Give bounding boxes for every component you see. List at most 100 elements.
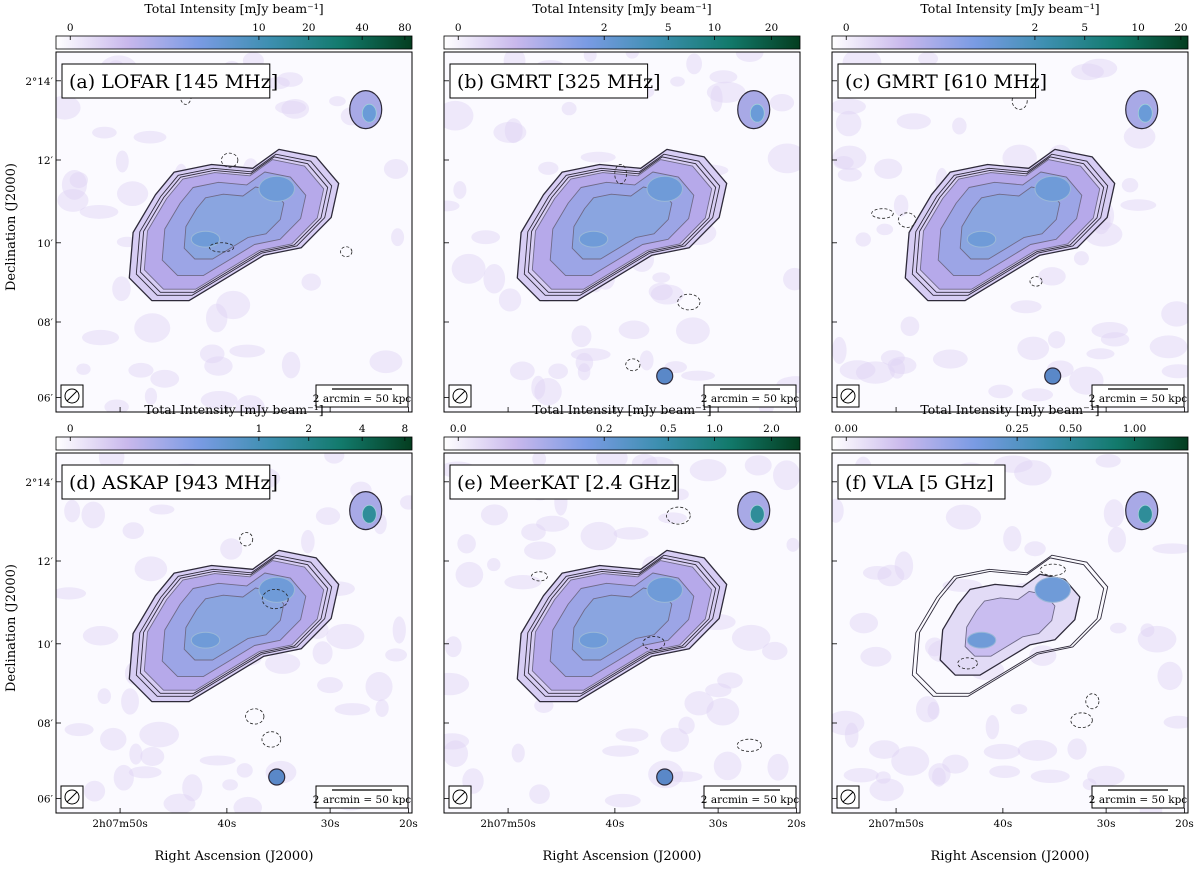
noise-blob	[855, 232, 871, 247]
colorbar-title: Total Intensity [mJy beam⁻¹]	[532, 1, 711, 16]
negative-contour	[736, 738, 762, 752]
scale-bar-label: 2 arcmin = 50 kpc	[313, 794, 412, 806]
negative-contour	[221, 152, 239, 168]
noise-blob	[81, 501, 106, 529]
map-frame	[443, 452, 801, 814]
noise-blob	[577, 363, 591, 381]
compact-source-core	[1137, 504, 1153, 524]
negative-contour	[261, 731, 282, 748]
noise-blob	[444, 740, 469, 768]
halo-contour	[139, 156, 329, 293]
noise-blob	[205, 303, 228, 333]
noise-blob	[455, 561, 484, 588]
beam-ellipse	[64, 789, 80, 805]
noise-blob	[575, 352, 594, 373]
noise-blob	[570, 348, 611, 361]
noise-blob	[536, 515, 570, 532]
noise-blob	[400, 495, 412, 510]
ra-tick-label: 20s	[1175, 818, 1194, 830]
noise-blob	[150, 369, 180, 388]
compact-source-core	[1137, 103, 1153, 123]
noise-blob	[648, 282, 673, 301]
ra-tick-label: 2h07m50s	[480, 818, 536, 830]
negative-contour	[957, 657, 978, 670]
negative-contour	[208, 242, 235, 253]
colorbar-tick-label: 0.5	[660, 423, 677, 435]
map-frame	[831, 51, 1189, 413]
negative-contour	[1029, 276, 1043, 287]
noise-blob	[509, 361, 535, 381]
noise-blob	[1091, 322, 1128, 339]
negative-contour	[642, 636, 666, 651]
beam-hatch	[454, 390, 466, 402]
point-source	[656, 768, 674, 786]
noise-blob	[744, 455, 772, 476]
colorbar-tick-label: 0	[67, 22, 74, 34]
noise-blob	[985, 715, 1000, 740]
noise-blob	[149, 504, 175, 515]
noise-blob	[84, 780, 106, 802]
panel-title-box: (d) ASKAP [943 MHz]	[61, 464, 278, 500]
y-axis-label-bottom: Declination (J2000)	[4, 564, 19, 692]
noise-blob	[843, 767, 879, 783]
noise-blob	[652, 272, 671, 283]
noise-blob	[383, 159, 409, 179]
dec-tick-label: 2°14′	[25, 76, 53, 88]
noise-blob	[365, 671, 393, 702]
colorbar-tick-label: 2	[1032, 22, 1039, 34]
noise-blob	[925, 637, 945, 657]
colorbar-title: Total Intensity [mJy beam⁻¹]	[144, 1, 323, 16]
noise-blob	[1021, 388, 1054, 402]
noise-blob	[100, 727, 127, 751]
noise-blob	[1017, 739, 1058, 761]
noise-blob	[681, 370, 716, 381]
noise-blob	[133, 130, 167, 144]
colorbar-tick-label: 0	[843, 22, 850, 34]
noise-blob	[832, 98, 866, 115]
beam-hatch	[842, 791, 854, 803]
ra-tick-label: 20s	[787, 818, 806, 830]
negative-contour	[677, 293, 701, 311]
map-area	[832, 453, 1188, 813]
noise-blob	[952, 117, 967, 135]
noise-blob	[855, 361, 895, 384]
panel-title-box: (a) LOFAR [145 MHz]	[61, 63, 278, 99]
noise-blob	[524, 541, 556, 560]
colorbar-tick-label: 20	[1174, 22, 1187, 34]
noise-blob	[140, 747, 165, 767]
colorbar-tick-label: 20	[765, 22, 778, 34]
noise-blob	[684, 691, 714, 716]
noise-blob	[876, 223, 894, 236]
noise-blob	[1140, 623, 1155, 638]
negative-contour	[1085, 693, 1100, 710]
noise-blob	[199, 755, 236, 766]
noise-blob	[200, 390, 238, 410]
halo-contour	[135, 554, 333, 697]
map-frame	[831, 452, 1189, 814]
noise-blob	[915, 696, 940, 723]
noise-blob	[79, 205, 119, 219]
noise-blob	[880, 350, 905, 366]
colorbar-title: Total Intensity [mJy beam⁻¹]	[920, 1, 1099, 16]
emission-knot	[1034, 576, 1072, 603]
noise-blob	[222, 779, 238, 791]
panel-title-frame	[61, 464, 271, 500]
noise-blob	[625, 52, 639, 59]
ra-tick-label: 40s	[606, 818, 625, 830]
panel-title: (d) ASKAP [943 MHz]	[69, 472, 278, 494]
noise-blob	[889, 358, 906, 379]
colorbar-tick-label: 1	[256, 423, 263, 435]
map-area	[56, 52, 412, 412]
noise-blob	[82, 626, 119, 646]
noise-blob	[134, 556, 168, 582]
noise-blob	[1137, 625, 1177, 653]
noise-blob	[444, 733, 470, 750]
negative-contour	[897, 212, 917, 228]
map-frame	[443, 51, 801, 413]
noise-blob	[504, 118, 523, 144]
emission-knot	[646, 175, 684, 202]
colorbar-tick-label: 10	[708, 22, 721, 34]
scale-bar-label: 2 arcmin = 50 kpc	[701, 794, 800, 806]
noise-blob	[767, 143, 800, 174]
noise-blob	[538, 161, 559, 175]
